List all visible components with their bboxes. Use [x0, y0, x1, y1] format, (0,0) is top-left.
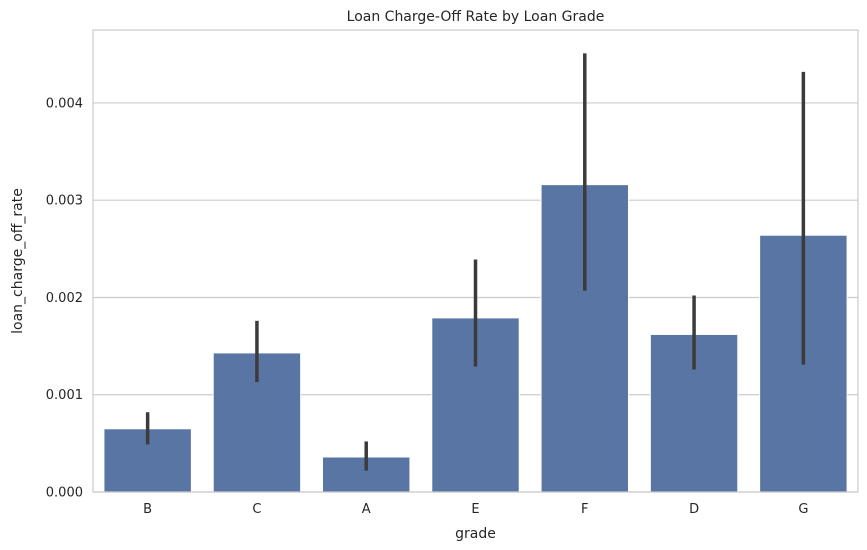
y-tick-label: 0.000	[46, 486, 83, 501]
y-tick-label: 0.002	[46, 291, 83, 306]
bars	[103, 184, 848, 493]
x-tick-label: F	[581, 502, 588, 517]
x-axis-label: grade	[455, 526, 496, 542]
y-tick-label: 0.004	[46, 96, 83, 111]
y-tick-labels: 0.000 0.001 0.002 0.003 0.004	[46, 96, 83, 500]
x-tick-label: E	[471, 502, 479, 517]
error-bars	[145, 53, 806, 471]
x-tick-label: C	[252, 502, 261, 517]
x-tick-label: A	[362, 502, 371, 517]
x-tick-label: D	[689, 502, 699, 517]
chart-title: Loan Charge-Off Rate by Loan Grade	[347, 9, 605, 25]
x-tick-label: G	[798, 502, 808, 517]
y-tick-label: 0.003	[46, 194, 83, 209]
x-tick-label: B	[143, 502, 152, 517]
y-axis-label: loan_charge_off_rate	[10, 188, 26, 334]
plot-frame	[92, 29, 859, 493]
y-tick-label: 0.001	[46, 388, 83, 403]
